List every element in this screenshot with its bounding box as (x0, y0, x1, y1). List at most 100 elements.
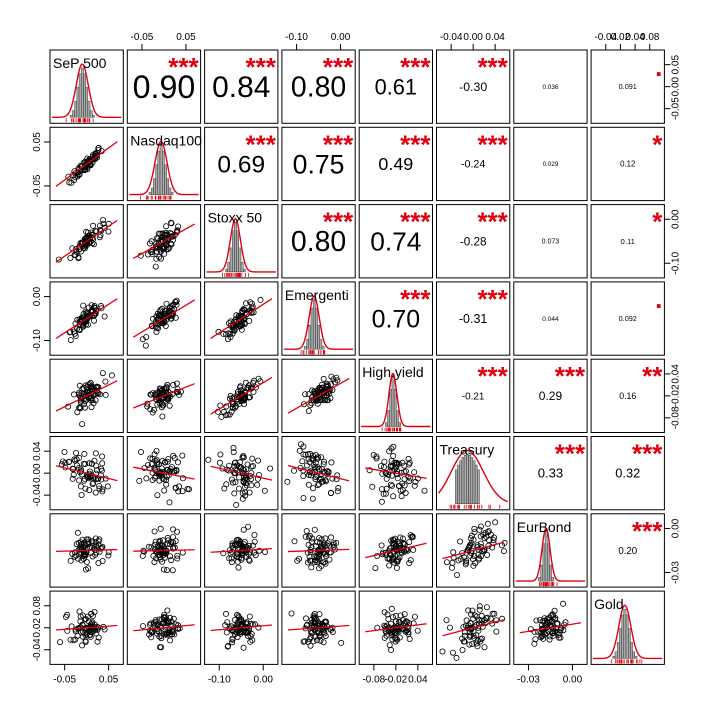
scatter-point (338, 639, 345, 646)
fit-line (519, 622, 582, 634)
scatter-point (311, 553, 318, 560)
scatter-point (160, 566, 167, 573)
scatter-point (236, 400, 243, 407)
scatter-point (154, 492, 161, 499)
panel-frame (513, 126, 588, 202)
significance-stars: *** (168, 52, 199, 82)
scatter-point (459, 647, 466, 654)
scatter-point (235, 485, 242, 492)
scatter-point (302, 533, 309, 540)
scatter-point (224, 619, 231, 626)
scatter-point (88, 404, 95, 411)
scatter-point (229, 636, 236, 643)
scatter-point (76, 477, 83, 484)
scatter-point (165, 456, 172, 463)
panel-frame (204, 436, 279, 511)
scatter-point (87, 397, 94, 404)
scatter-point (164, 458, 171, 465)
histogram-bar (74, 101, 78, 118)
axis-tick-label: 0.08 (32, 596, 43, 616)
histogram-bar (240, 261, 244, 273)
fit-line (55, 298, 118, 339)
fit-line (365, 623, 427, 633)
scatter-point (490, 540, 497, 547)
scatter-point (157, 255, 164, 262)
scatter-point (143, 475, 150, 482)
scatter-point (167, 553, 174, 560)
axis-tick-label: -0.10 (670, 251, 681, 274)
scatter-point (386, 448, 393, 455)
scatter-point (546, 636, 553, 643)
scatter-point (406, 478, 413, 485)
scatter-point (318, 478, 325, 485)
scatter-point (170, 526, 177, 533)
scatter-point (318, 536, 325, 543)
scatter-point (383, 485, 390, 492)
scatter-point (94, 638, 101, 645)
scatter-point (240, 454, 247, 461)
scatter-point (245, 382, 252, 389)
scatter-point (396, 625, 403, 632)
scatter-point (304, 559, 311, 566)
histogram-bar (229, 247, 233, 273)
scatter-point (98, 305, 105, 312)
significance-stars: *** (400, 52, 431, 82)
histogram-bar (619, 628, 622, 659)
panel-frame (126, 358, 202, 434)
scatter-point (92, 397, 99, 404)
scatter-point (493, 628, 500, 635)
scatter-point (499, 615, 506, 622)
scatter-point (326, 556, 333, 563)
scatter-point (386, 642, 393, 649)
fit-line (287, 548, 350, 553)
panel-frame (358, 436, 434, 511)
histogram-bar (389, 389, 393, 427)
scatter-point (300, 443, 307, 450)
scatter-point (71, 456, 78, 463)
histogram-bar (306, 339, 309, 350)
scatter-point (369, 483, 376, 490)
significance-stars: ** (642, 361, 663, 391)
scatter-point (168, 618, 175, 625)
scatter-point (82, 242, 89, 249)
scatter-point (229, 324, 236, 331)
scatter-point (245, 551, 252, 558)
scatter-point (71, 553, 78, 560)
fit-line (287, 624, 350, 631)
scatter-point (463, 558, 470, 565)
scatter-point (560, 600, 567, 607)
significance-stars: . (655, 52, 662, 82)
scatter-point (152, 617, 159, 624)
histogram-bar (612, 656, 616, 659)
panel-frame (590, 436, 665, 511)
correlation-value: 0.75 (293, 149, 345, 179)
scatter-point (490, 537, 497, 544)
panel-frame (590, 204, 665, 279)
histogram-bar (463, 455, 467, 504)
scatter-point (406, 539, 413, 546)
scatter-point (165, 537, 172, 544)
histogram-bar (393, 389, 397, 427)
scatter-point (387, 646, 394, 653)
correlation-value: 0.32 (615, 466, 640, 481)
scatter-point (92, 450, 99, 457)
scatter-point (164, 630, 171, 637)
correlation-value: 0.33 (538, 466, 563, 481)
significance-stars: *** (477, 207, 508, 237)
histogram-bar (617, 642, 620, 659)
significance-stars: *** (632, 439, 663, 469)
scatter-point (159, 316, 166, 323)
panel-frame (204, 204, 279, 279)
scatter-point (249, 542, 256, 549)
scatter-point (168, 220, 175, 227)
density-curve (206, 217, 276, 273)
scatter-point (238, 326, 245, 333)
scatter-point (310, 457, 317, 464)
scatter-point (172, 484, 179, 491)
scatter-point (170, 545, 177, 552)
scatter-point (230, 449, 237, 456)
correlation-value: 0.49 (378, 154, 413, 174)
scatter-point (163, 477, 170, 484)
scatter-point (335, 484, 342, 491)
panel-frame (49, 49, 124, 124)
